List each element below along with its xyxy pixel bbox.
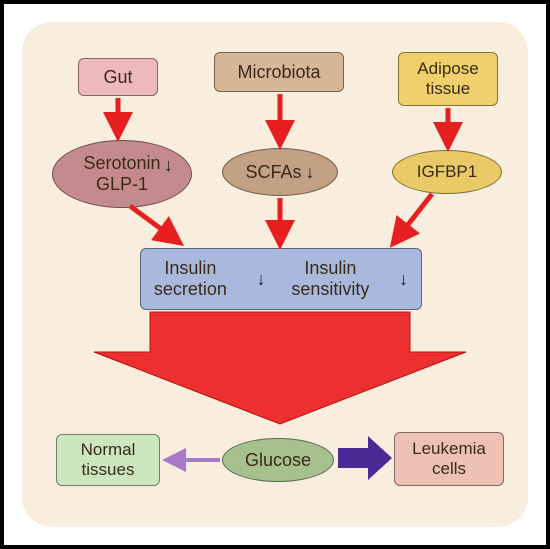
node-microbiota: Microbiota	[214, 52, 344, 92]
node-scfas: SCFAs ↓	[222, 148, 338, 196]
down-arrow-icon: ↓	[306, 162, 315, 183]
down-arrow-icon: ↓	[399, 269, 408, 290]
label-normal: Normal tissues	[81, 440, 136, 479]
label-insulin-secretion: Insulin secretion	[154, 258, 227, 299]
node-serotonin: Serotonin GLP-1 ↓	[52, 140, 192, 208]
node-adipose: Adipose tissue	[398, 52, 498, 106]
down-arrow-icon: ↓	[257, 269, 266, 290]
diagram-canvas: Gut Microbiota Adipose tissue Serotonin …	[22, 22, 528, 527]
purple-right-arrow-icon	[338, 436, 392, 480]
label-glucose: Glucose	[245, 450, 311, 471]
node-leukemia: Leukemia cells	[394, 432, 504, 486]
label-leukemia: Leukemia cells	[412, 439, 486, 478]
big-red-arrow-icon	[94, 312, 466, 424]
node-normal-tissues: Normal tissues	[56, 434, 160, 486]
label-insulin-sensitivity: Insulin sensitivity	[291, 258, 369, 299]
label-igfbp1: IGFBP1	[417, 162, 477, 182]
node-insulin: Insulin secretion ↓ Insulin sensitivity …	[140, 248, 422, 310]
label-gut: Gut	[103, 67, 132, 88]
node-gut: Gut	[78, 58, 158, 96]
node-glucose: Glucose	[222, 438, 334, 482]
label-scfas: SCFAs	[245, 162, 301, 183]
node-igfbp1: IGFBP1	[392, 150, 502, 194]
label-adipose: Adipose tissue	[417, 59, 478, 98]
down-arrow-icon: ↓	[164, 155, 173, 176]
label-microbiota: Microbiota	[237, 62, 320, 83]
label-serotonin: Serotonin GLP-1	[83, 153, 160, 194]
